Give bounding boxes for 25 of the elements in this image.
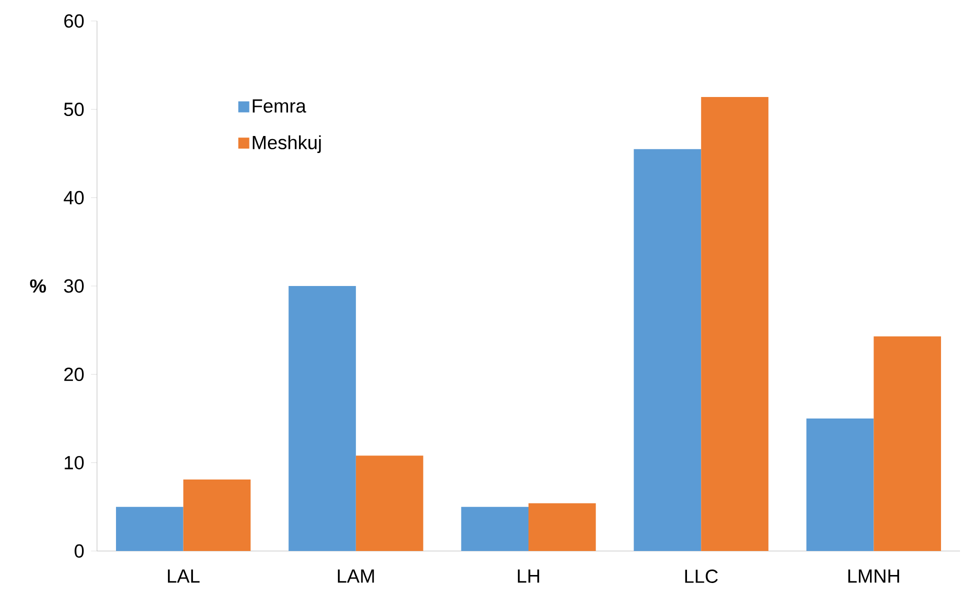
bar xyxy=(461,506,529,551)
bar xyxy=(116,506,184,551)
bar xyxy=(183,479,251,551)
bar xyxy=(806,418,874,551)
bar xyxy=(874,336,942,551)
y-tick-label: 50 xyxy=(64,102,84,116)
legend-label: Femra xyxy=(252,99,306,113)
y-tick-label: 60 xyxy=(64,14,84,28)
x-tick-label: LMNH xyxy=(848,570,900,583)
y-tick-label: 10 xyxy=(64,456,84,470)
y-tick-label: 40 xyxy=(64,190,84,204)
y-tick-label: 0 xyxy=(74,544,84,558)
x-tick-label: LAL xyxy=(168,570,200,583)
x-tick-label: LH xyxy=(518,570,540,583)
bar xyxy=(634,149,702,551)
y-tick-label: 20 xyxy=(64,368,84,382)
bar xyxy=(528,503,596,551)
bar xyxy=(356,456,424,551)
x-tick-label: LLC xyxy=(685,570,718,583)
x-tick-label: LAM xyxy=(338,570,374,583)
bar xyxy=(701,96,768,551)
y-tick-label: 30 xyxy=(64,279,84,293)
bar xyxy=(288,286,356,551)
legend-label: Meshkuj xyxy=(252,135,321,154)
y-axis-title: % xyxy=(30,279,46,293)
